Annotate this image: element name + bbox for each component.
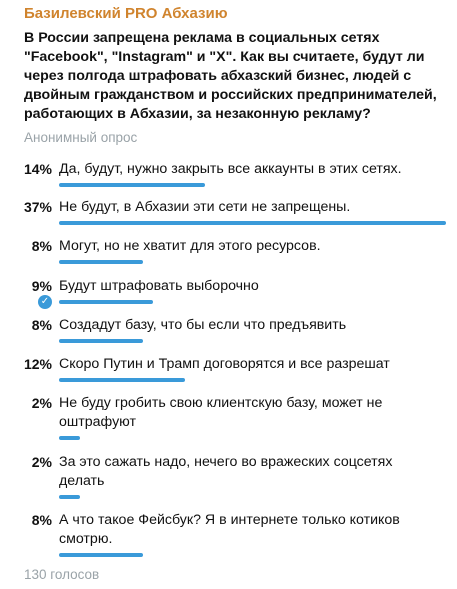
option-text: А что такое Фейсбук? Я в интернете тольк… [59,512,400,547]
poll-question: В России запрещена реклама в социальных … [24,30,437,122]
option-result-bar [59,300,153,304]
option-result-bar [59,260,143,264]
option-result-bar [59,436,80,440]
channel-name[interactable]: Базилевский PRO Абхазию [24,5,228,22]
option-result-bar [59,221,446,225]
option-percent: 8% [31,512,52,528]
check-circle-icon: ✓ [38,295,52,309]
option-result-bar [59,378,185,382]
option-text: Создадут базу, что бы если что предъявит… [59,317,347,333]
option-text: Будут штрафовать выборочно [59,278,259,294]
option-text: Да, будут, нужно закрыть все аккаунты в … [59,161,402,177]
total-votes[interactable]: 130 голосов [24,567,100,582]
option-result-bar [59,183,205,187]
option-result-bar [59,495,80,499]
option-percent: 8% [31,317,52,333]
poll-type-label: Анонимный опрос [24,130,138,145]
option-percent: 14% [23,161,52,177]
option-result-bar [59,339,143,343]
option-percent: 9% [31,278,52,294]
option-percent: 8% [31,238,52,254]
option-percent: 2% [31,395,52,411]
option-text: Скоро Путин и Трамп договорятся и все ра… [59,356,390,372]
option-text: Могут, но не хватит для этого ресурсов. [59,238,321,254]
option-percent: 37% [23,199,52,215]
option-text: Не будут, в Абхазии эти сети не запрещен… [59,199,351,215]
option-percent: 12% [23,356,52,372]
option-percent: 2% [31,454,52,470]
option-text: Не буду гробить свою клиентскую базу, мо… [59,395,383,430]
option-text: За это сажать надо, нечего во вражеских … [59,454,393,489]
option-result-bar [59,553,143,557]
